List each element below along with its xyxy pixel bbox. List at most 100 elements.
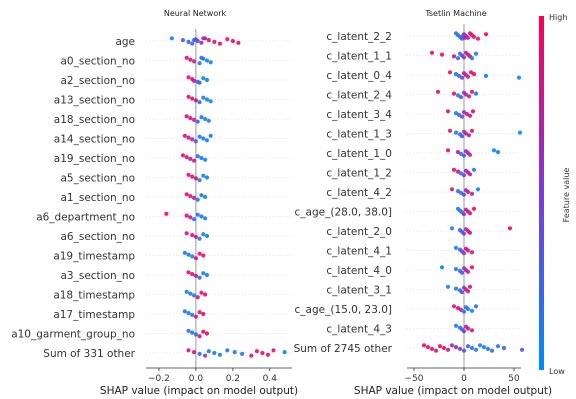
data-point [164,211,169,216]
data-point [201,311,206,317]
data-point [204,58,210,63]
data-point [475,187,481,192]
data-point [199,214,204,219]
x-tick-label: 0.2 [226,374,240,384]
x-tick-label: 0.4 [263,374,278,384]
data-point [459,114,465,119]
data-point [465,326,471,331]
feature-label: c_latent_1_0 [326,148,392,160]
data-point [429,50,435,55]
feature-label: c_latent_4_1 [326,246,392,258]
data-point [190,174,195,179]
data-point [469,191,475,196]
data-point [201,232,206,237]
feature-label: a17_timestamp [53,309,135,321]
data-point [191,217,197,222]
x-tick-label: −50 [405,374,424,384]
feature-label: c_latent_2_0 [326,226,392,238]
data-point [195,154,200,159]
data-point [271,348,276,353]
colorbar-low-label: Low [549,367,565,376]
data-point [519,347,525,352]
data-point [184,114,189,119]
data-point [204,233,210,239]
data-point [489,348,495,353]
x-tick-label: 0.0 [189,374,204,384]
feature-label: c_latent_3_4 [326,109,392,121]
feature-label: c_latent_2_2 [326,31,392,43]
data-point [461,55,467,60]
data-point [433,348,439,353]
data-point [453,245,459,250]
data-point [459,270,465,275]
data-point [469,265,475,270]
data-point [197,275,202,280]
data-point [204,77,210,83]
data-point [186,39,191,45]
data-point [466,133,472,138]
data-point [201,76,206,81]
data-point [203,194,208,200]
data-point [190,312,195,317]
data-point [182,309,187,314]
data-point [186,270,191,275]
data-point [193,98,198,103]
feature-label: a5_section_no [60,173,135,185]
feature-label: c_latent_0_4 [326,70,392,82]
data-point [217,352,223,357]
data-point [212,39,217,45]
data-point [483,73,489,78]
data-point [457,346,463,351]
data-point [453,286,459,291]
feature-label: Sum of 331 other [43,348,135,360]
data-point [230,38,235,44]
data-point [191,59,197,64]
data-point [461,348,467,353]
feature-label: c_latent_1_2 [326,168,392,180]
data-point [282,350,287,355]
chart-title: Tsetlin Machine [424,9,486,18]
data-point [195,197,200,202]
feature-label: a14_section_no [54,134,135,146]
data-point [191,158,197,163]
data-point [485,346,491,351]
data-point [186,75,191,80]
data-point [469,56,475,61]
data-point [507,226,513,231]
data-point [473,304,479,309]
data-point [180,38,186,43]
feature-label: a19_section_no [54,153,135,165]
data-point [197,178,202,183]
data-point [188,116,193,121]
colorbar: High Low Feature value [539,13,571,376]
data-point [240,351,245,356]
data-point [195,119,200,124]
feature-label: c_age_(15.0, 23.0] [295,304,392,316]
data-point [465,248,471,253]
data-point [206,38,211,43]
data-point [453,345,459,350]
data-point [201,271,206,276]
data-point [193,139,198,144]
data-point [188,215,193,220]
data-point [182,250,187,255]
data-point [217,41,223,46]
data-point [451,54,457,59]
data-point [203,353,208,358]
data-point [186,311,191,316]
data-point [197,100,202,105]
data-point [445,284,451,289]
data-point [441,345,447,351]
feature-label: c_latent_1_3 [326,129,392,141]
colorbar-high-label: High [549,13,567,22]
data-point [203,116,208,122]
data-point [451,304,457,309]
feature-label: a6_department_no [36,212,135,224]
data-point [475,36,481,41]
data-point [465,289,471,294]
feature-label: a18_timestamp [53,290,135,302]
data-point [467,230,473,235]
data-point [501,345,507,351]
data-point [473,51,479,56]
